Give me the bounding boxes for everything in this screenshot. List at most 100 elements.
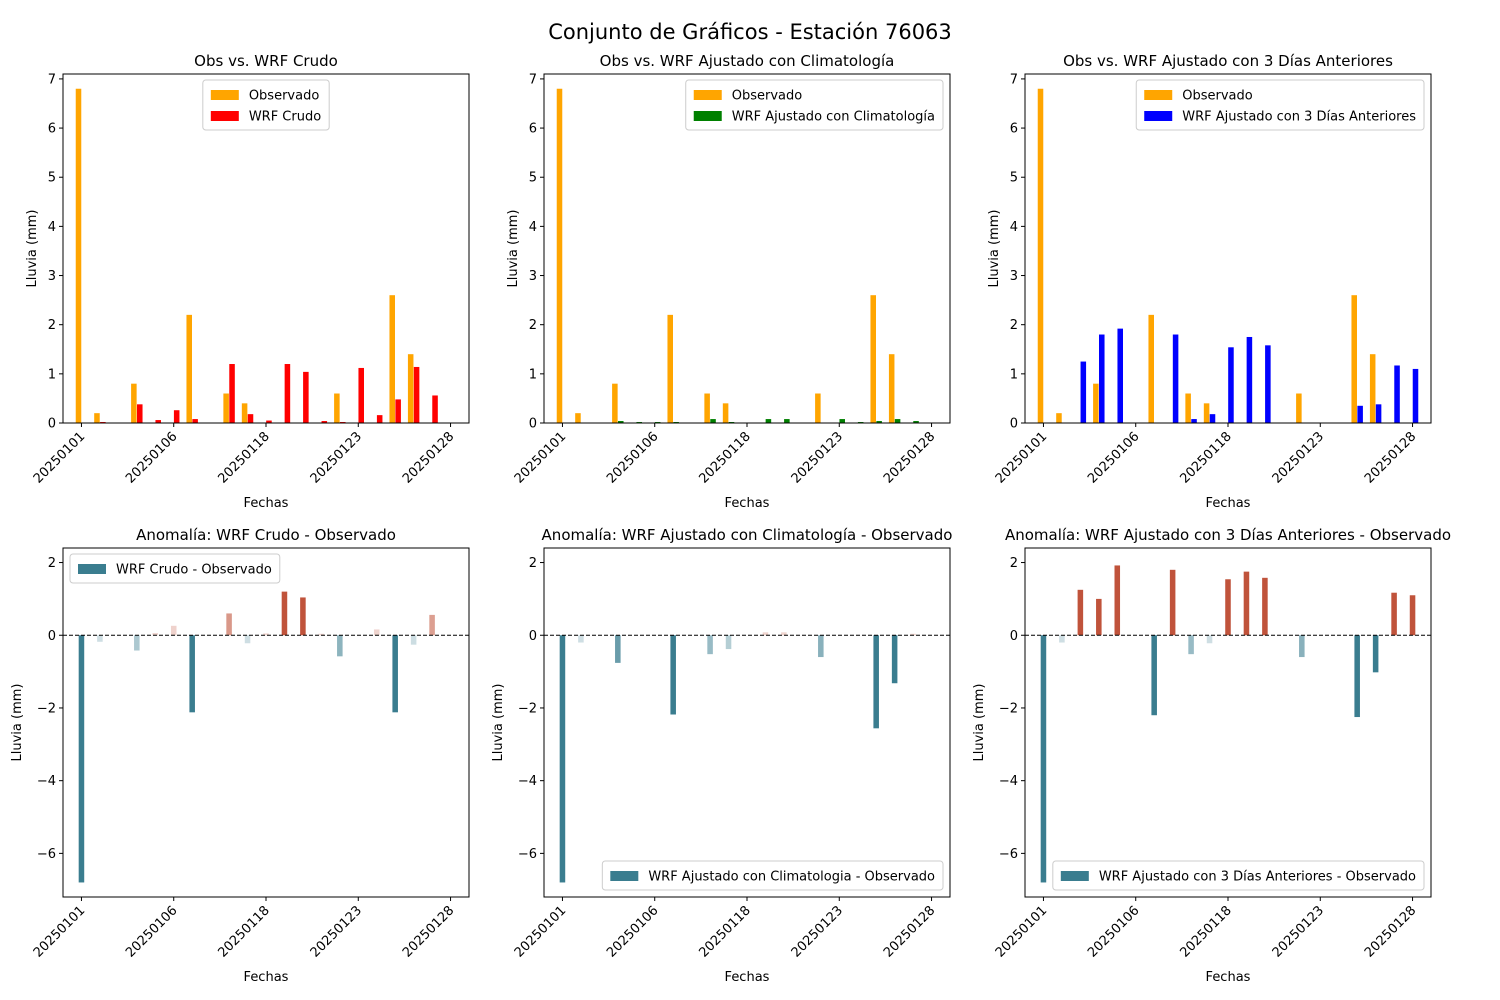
x-tick-label: 20250118 [215,903,272,960]
bar-1-7 [1148,314,1154,423]
y-tick-label: 0 [529,629,537,644]
y-tick-label: 2 [529,556,537,571]
bar-1-18 [1354,635,1360,718]
x-axis-label: Fechas [725,496,770,511]
y-tick-label: 5 [529,171,537,186]
legend: WRF Crudo - Observado [69,553,281,584]
bar-1-18 [392,635,398,713]
x-tick-label: 20250118 [696,429,753,486]
x-tick-label: 20250128 [400,903,457,960]
x-tick-label: 20250101 [993,903,1050,960]
legend-label: Observado [1182,89,1253,104]
bar-2-18 [1357,405,1363,423]
bar-2-9 [1191,419,1197,423]
x-axis-label: Fechas [244,496,289,511]
bar-1-19 [407,354,414,423]
chart-panel-2: Obs vs. WRF Ajustado con Climatología 0 1 2… [506,52,951,511]
legend-swatch [1144,111,1173,121]
y-tick-label: −2 [37,701,56,716]
bar-1-4 [612,383,618,423]
bar-1-7 [1151,635,1157,716]
y-tick-label: 5 [48,171,56,186]
x-tick-label: 20250106 [123,429,180,486]
legend-swatch [210,90,239,100]
legend: WRF Ajustado con 3 Días Anteriores - Obs… [1052,860,1425,891]
bar-1-2 [1056,413,1062,423]
x-axis-label: Fechas [1206,496,1251,511]
y-axis-label: Lluvia (mm) [987,210,1002,288]
bar-1-7 [670,635,676,715]
y-tick-label: 4 [48,220,56,235]
y-tick-label: −4 [999,774,1018,789]
y-axis-label: Lluvia (mm) [491,684,506,762]
x-tick-label: 20250106 [604,903,661,960]
axes-frame [62,547,470,898]
bar-1-19 [1372,635,1379,673]
legend: Observado WRF Ajustado con Climatología [685,79,944,131]
chart-title: Obs vs. WRF Crudo [194,52,338,70]
legend-box [1052,860,1425,891]
legend-box [601,860,944,891]
x-tick-label: 20250128 [1362,429,1419,486]
legend-label: Observado [732,89,803,104]
bar-2-20 [1394,365,1400,423]
bar-1-9 [704,393,710,423]
bar-1-2 [575,413,581,423]
x-tick-label: 20250101 [993,429,1050,486]
bar-2-4 [1099,334,1105,423]
bar-1-10 [1206,635,1213,644]
bar-2-18 [876,421,882,423]
bar-2-3 [1080,361,1087,423]
x-tick-label: 20250106 [1085,429,1142,486]
bar-1-15 [1296,393,1302,423]
bar-1-9 [226,613,232,636]
bar-1-10 [241,403,248,423]
bar-2-12 [284,364,291,423]
legend-box [685,79,944,131]
y-tick-label: 6 [1010,122,1018,137]
bar-2-9 [710,419,716,423]
chart-title: Anomalía: WRF Ajustado con Climatología … [542,526,953,544]
axes-frame [543,547,951,898]
legend-label: WRF Ajustado con Climatología [732,110,935,125]
bar-2-13 [303,371,309,423]
y-tick-label: 7 [48,72,56,87]
bar-1-10 [722,403,729,423]
x-tick-label: 20250123 [1270,903,1327,960]
y-tick-label: −6 [518,847,537,862]
x-tick-label: 20250118 [1177,429,1234,486]
legend-swatch [1144,90,1173,100]
bar-1-9 [223,393,229,423]
chart-panel-5: Anomalía: WRF Ajustado con Climatología … [491,526,952,985]
bar-1-21 [1409,595,1416,636]
bar-1-19 [410,635,417,645]
bar-1-19 [1369,354,1376,423]
y-tick-label: 2 [48,318,56,333]
y-tick-label: −4 [37,774,56,789]
x-axis-label: Fechas [244,970,289,985]
x-tick-label: 20250123 [308,903,365,960]
x-tick-label: 20250128 [400,429,457,486]
bar-2-11 [266,420,272,423]
bar-1-4 [134,635,140,651]
y-tick-label: 2 [529,318,537,333]
bar-2-9 [229,364,235,423]
x-tick-label: 20250123 [789,429,846,486]
bar-2-8 [1172,334,1179,423]
x-tick-label: 20250106 [123,903,180,960]
bar-1-19 [888,354,895,423]
x-tick-label: 20250106 [604,429,661,486]
y-tick-label: −6 [37,847,56,862]
bar-1-9 [707,635,713,655]
legend-label: WRF Crudo - Observado [116,563,272,578]
bar-2-17 [376,415,383,423]
bar-1-5 [1114,565,1121,636]
bar-1-1 [75,88,82,424]
bar-2-4 [618,421,624,423]
bar-1-2 [94,413,100,423]
legend-swatch [610,871,639,881]
x-tick-label: 20250118 [696,903,753,960]
bar-1-2 [97,635,103,642]
y-tick-label: 1 [1010,367,1018,382]
bar-2-11 [1228,347,1234,423]
